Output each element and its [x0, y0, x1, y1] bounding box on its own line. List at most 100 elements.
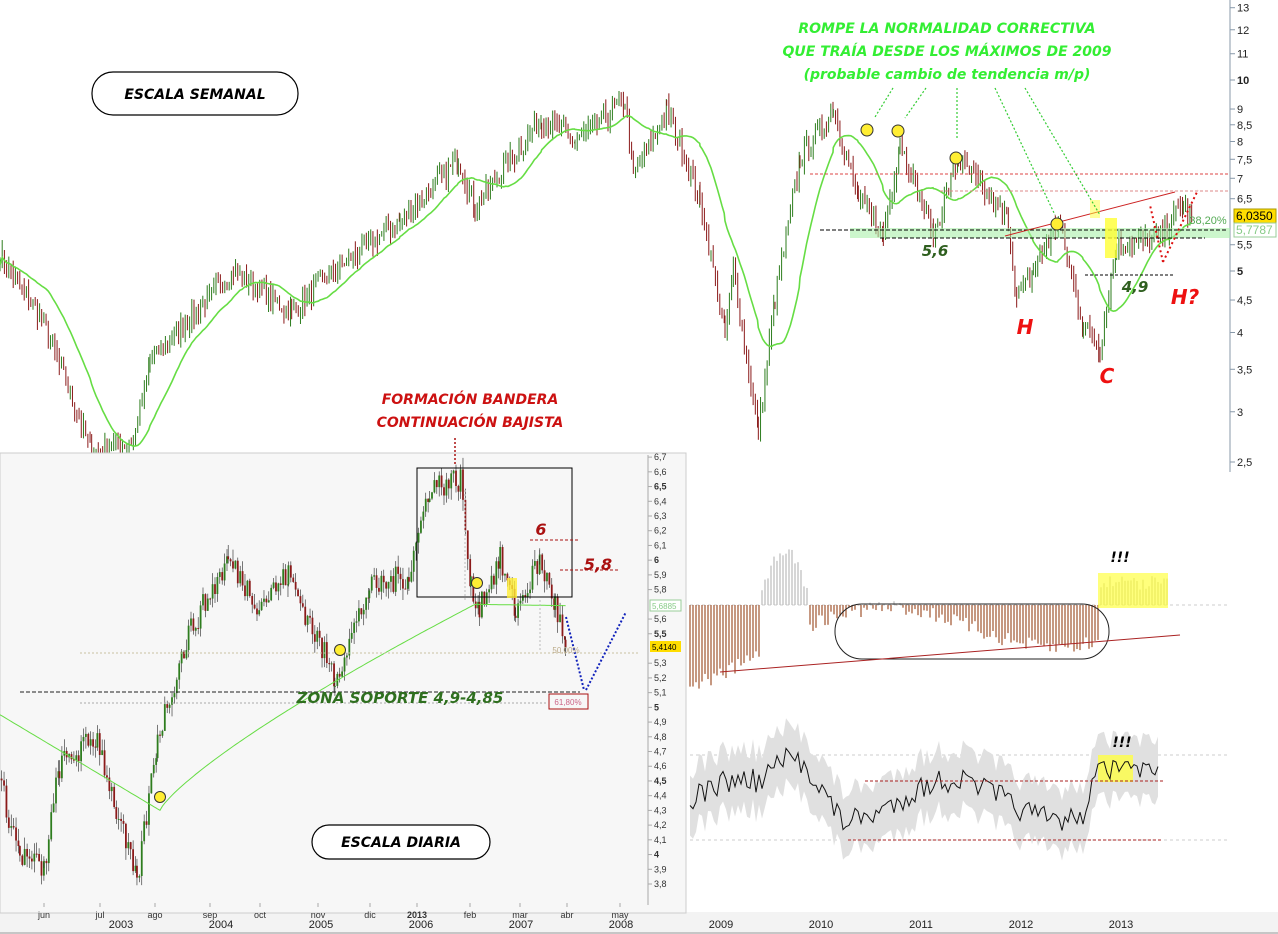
highlight-breakout	[1105, 218, 1117, 258]
inset-x-tick-label: abr	[560, 910, 573, 920]
pointer-arrow	[994, 87, 1056, 216]
daily-candle-body	[348, 638, 351, 656]
daily-candle-body	[3, 780, 5, 786]
daily-candle-body	[80, 741, 82, 762]
daily-candle-body	[477, 601, 480, 609]
daily-candle-body	[136, 865, 138, 878]
inset-y-tick-label: 4,1	[654, 835, 667, 845]
daily-candle-body	[192, 618, 195, 631]
daily-candle-body	[428, 498, 431, 502]
inset-y-tick-label: 5,8	[654, 585, 667, 595]
daily-candle-body	[265, 598, 268, 603]
daily-candle-body	[561, 614, 564, 637]
daily-candle-body	[173, 693, 176, 698]
daily-candle-body	[521, 595, 524, 601]
daily-candle-body	[272, 582, 275, 588]
touch-point-marker	[860, 123, 874, 137]
daily-candle-body	[152, 764, 155, 774]
x-tick-label: 2010	[809, 919, 833, 931]
daily-candle-body	[385, 582, 388, 589]
daily-candle-body	[218, 572, 221, 578]
daily-candle-body	[564, 639, 567, 648]
daily-candle-body	[360, 608, 363, 615]
inset-y-tick-label: 5,9	[654, 570, 667, 580]
daily-candle-body	[334, 685, 336, 687]
daily-candle-body	[180, 651, 183, 664]
daily-scale-label: ESCALA DIARIA	[341, 835, 461, 851]
daily-candle-body	[311, 617, 314, 635]
daily-candle-body	[370, 576, 373, 591]
y-tick-label: 5,5	[1237, 240, 1252, 252]
daily-candle-body	[517, 603, 519, 618]
daily-candle-body	[5, 785, 8, 818]
inset-x-tick-label: dic	[364, 910, 376, 920]
inset-y-tick-label: 4,4	[654, 791, 667, 801]
inset-x-tick-label: sep	[203, 910, 218, 920]
daily-candle-body	[21, 855, 24, 865]
daily-candle-body	[533, 561, 536, 566]
daily-candle-body	[556, 596, 559, 623]
inset-y-tick-label: 5,3	[654, 658, 667, 668]
daily-candle-body	[563, 636, 566, 640]
inset-x-tick-label: feb	[464, 910, 477, 920]
daily-candle-body	[202, 594, 204, 606]
x-tick-label: 2011	[909, 919, 933, 931]
inset-ma-badge	[649, 599, 682, 612]
daily-candle-body	[497, 561, 500, 569]
daily-candle-body	[38, 853, 41, 862]
touch-point-marker	[154, 791, 166, 803]
projection-down-arrow	[565, 616, 585, 691]
x-tick-label: 2009	[709, 919, 733, 931]
inset-y-tick-label: 6,2	[654, 526, 667, 536]
daily-candle-body	[513, 588, 516, 616]
inset-y-tick-label: 6,3	[654, 511, 667, 521]
daily-candle-body	[543, 570, 546, 582]
daily-candle-body	[450, 473, 453, 489]
daily-candle-body	[28, 856, 31, 859]
daily-candle-body	[358, 608, 360, 622]
inset-y-tick-label: 4,2	[654, 820, 667, 830]
daily-candle-body	[84, 733, 87, 737]
level-4-9: 4,9	[1121, 278, 1149, 296]
daily-candle-body	[223, 563, 226, 581]
daily-candle-body	[350, 632, 353, 639]
daily-candle-body	[362, 609, 365, 615]
daily-candle-body	[110, 786, 113, 792]
daily-candle-body	[341, 671, 344, 677]
daily-candle-body	[143, 821, 146, 842]
alert-histogram: !!!	[1110, 550, 1129, 566]
daily-candle-body	[23, 848, 26, 865]
daily-candle-body	[346, 655, 348, 658]
pointer-arrow	[1024, 87, 1101, 216]
x-tick-label: 2003	[109, 919, 133, 931]
daily-candle-body	[132, 849, 134, 872]
daily-candle-body	[168, 704, 171, 708]
daily-candle-body	[514, 615, 517, 618]
daily-candle-body	[166, 704, 169, 708]
daily-candle-body	[211, 584, 214, 599]
daily-candle-body	[275, 582, 277, 592]
daily-candle-body	[408, 577, 410, 582]
y-tick-label: 11	[1237, 49, 1248, 61]
touch-point-marker	[471, 577, 483, 589]
inset-y-tick-label: 6	[654, 555, 659, 565]
daily-candle-body	[338, 673, 341, 677]
daily-candle-body	[328, 663, 331, 665]
daily-candle-body	[378, 587, 380, 592]
daily-candle-body	[529, 589, 531, 594]
daily-candle-body	[417, 532, 420, 543]
inset-y-tick-label: 5,2	[654, 673, 667, 683]
daily-candle-body	[227, 556, 230, 560]
daily-candle-body	[483, 591, 486, 605]
daily-candle-body	[206, 598, 209, 611]
y-tick-label: 9	[1237, 104, 1243, 116]
daily-candle-body	[457, 485, 460, 492]
daily-candle-body	[406, 577, 409, 589]
daily-candle-body	[330, 663, 333, 665]
y-tick-label: 3,5	[1237, 364, 1252, 376]
daily-candle-body	[122, 820, 125, 824]
daily-candle-body	[445, 479, 448, 496]
indicator-panels	[689, 549, 1230, 861]
